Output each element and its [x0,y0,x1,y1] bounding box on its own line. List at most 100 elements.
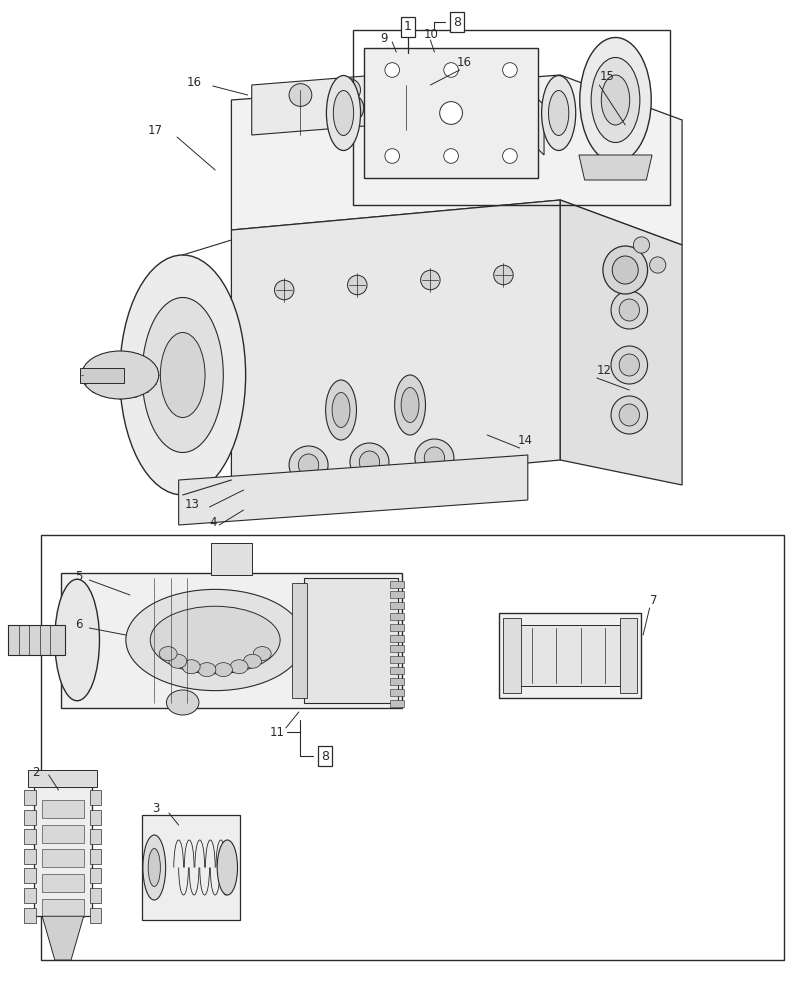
Text: 8: 8 [453,15,461,28]
Circle shape [451,71,474,93]
Ellipse shape [166,690,199,715]
Bar [42,849,84,867]
Bar [42,800,84,818]
Ellipse shape [332,392,350,428]
Ellipse shape [619,354,639,376]
Circle shape [440,102,461,124]
Ellipse shape [394,375,425,435]
Bar [42,899,84,917]
Circle shape [334,93,363,123]
Bar [90,790,101,805]
Circle shape [337,79,360,101]
Bar [211,542,251,574]
Text: 8: 8 [320,750,328,762]
Bar [90,829,101,844]
Circle shape [394,74,417,96]
Bar [363,48,538,178]
Ellipse shape [333,91,354,135]
Text: 12: 12 [596,363,611,376]
Bar [353,30,669,205]
Bar [142,815,239,920]
Ellipse shape [298,454,318,476]
Ellipse shape [142,298,223,452]
Bar [90,810,101,825]
Circle shape [347,275,367,295]
Bar [511,625,629,686]
Circle shape [407,88,436,118]
Circle shape [420,270,440,290]
Text: 14: 14 [517,434,532,446]
Polygon shape [560,200,681,485]
Polygon shape [178,455,527,525]
Ellipse shape [54,579,99,701]
Ellipse shape [325,380,356,440]
Ellipse shape [579,37,650,162]
Bar [503,618,521,693]
Ellipse shape [159,647,177,661]
Bar [499,613,641,698]
Ellipse shape [590,57,639,142]
Circle shape [274,280,294,300]
Bar [389,689,404,696]
Bar [61,572,401,708]
Bar [90,908,101,922]
Ellipse shape [148,848,161,886]
Circle shape [483,69,506,91]
Polygon shape [231,200,560,490]
Ellipse shape [161,332,204,418]
Bar [24,888,36,903]
Ellipse shape [548,91,568,135]
Circle shape [443,149,457,163]
Circle shape [384,63,399,77]
Ellipse shape [217,840,237,895]
Text: 6: 6 [75,618,82,632]
Polygon shape [231,75,681,245]
Bar [619,618,637,693]
Bar [90,868,101,883]
Text: 9: 9 [380,31,387,44]
Ellipse shape [541,76,575,150]
Ellipse shape [126,589,304,691]
Text: 13: 13 [185,498,200,512]
Ellipse shape [359,451,380,473]
Bar [389,656,404,663]
Bar [24,868,36,883]
Ellipse shape [120,255,246,495]
Ellipse shape [619,299,639,321]
Text: 10: 10 [423,28,438,41]
Bar [90,849,101,864]
Bar [42,825,84,843]
Bar [292,582,307,698]
Polygon shape [251,65,543,155]
Bar [389,667,404,674]
Circle shape [633,237,649,253]
Ellipse shape [243,654,261,668]
Ellipse shape [230,660,248,674]
Ellipse shape [169,654,187,668]
Bar [389,624,404,631]
Bar [8,625,65,655]
Ellipse shape [611,291,647,329]
Bar [79,368,124,383]
Ellipse shape [611,396,647,434]
Text: 3: 3 [152,802,160,814]
Ellipse shape [214,663,232,677]
Circle shape [384,149,399,163]
Ellipse shape [326,76,360,150]
Text: 7: 7 [649,593,656,606]
Polygon shape [42,916,84,960]
Text: 4: 4 [209,516,217,528]
Text: 5: 5 [75,570,82,584]
Ellipse shape [143,835,165,900]
Circle shape [443,63,457,77]
Text: 16: 16 [187,77,201,90]
Ellipse shape [81,351,159,399]
Bar [389,635,404,642]
Bar [389,591,404,598]
Circle shape [414,95,430,111]
Bar [24,849,36,864]
Text: 11: 11 [269,726,284,738]
Text: 2: 2 [32,766,40,778]
Bar [28,770,97,787]
Bar [24,829,36,844]
